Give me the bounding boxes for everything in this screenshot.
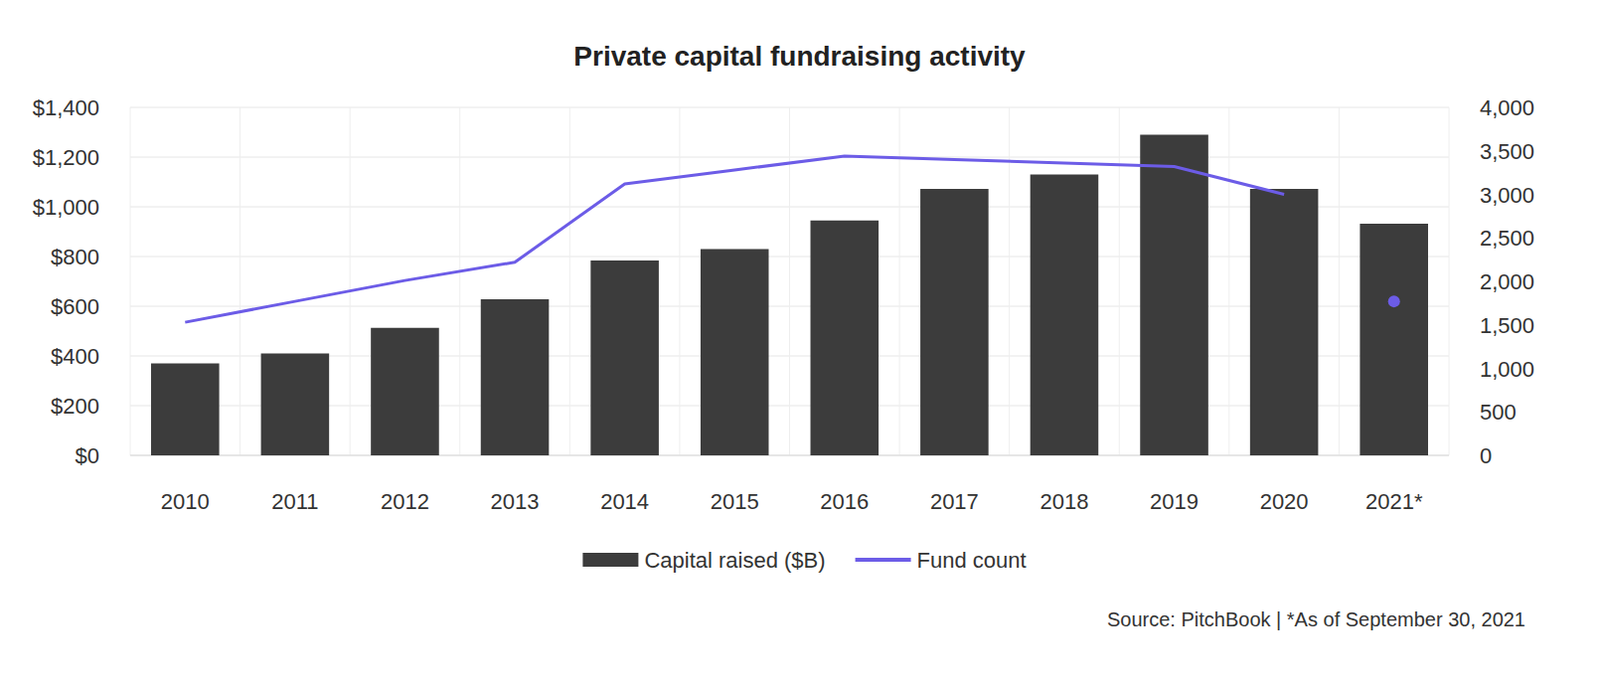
legend: Capital raised ($B) Fund count — [582, 547, 1026, 573]
y2-tick-label: 500 — [1479, 399, 1517, 425]
y2-tick-label: 2,000 — [1479, 269, 1535, 295]
grid-line-vertical — [1228, 107, 1230, 456]
legend-label: Fund count — [917, 547, 1027, 573]
grid-line-vertical — [239, 107, 241, 456]
y-tick-label: $1,200 — [32, 145, 100, 170]
bar — [1139, 135, 1209, 457]
y2-tick-label: 1,000 — [1479, 356, 1535, 382]
grid-line-vertical — [899, 107, 901, 456]
y-tick-label: $200 — [50, 393, 100, 419]
bar — [1030, 174, 1100, 457]
grid-line-vertical — [1119, 107, 1120, 456]
x-tick-label: 2014 — [600, 488, 649, 514]
bar — [920, 188, 989, 456]
x-tick-label: 2018 — [1039, 488, 1089, 514]
source-note: Source: PitchBook | *As of September 30,… — [1107, 608, 1526, 631]
bar — [261, 353, 330, 457]
title: Private capital fundraising activity — [573, 40, 1026, 72]
y-tick-label: $400 — [50, 343, 100, 369]
legend-swatch — [855, 557, 912, 562]
x-tick-label: 2015 — [710, 488, 760, 514]
grid-line-vertical — [349, 107, 351, 456]
x-tick-label: 2017 — [930, 488, 979, 514]
grid-line-vertical — [789, 107, 791, 456]
legend-swatch — [582, 552, 639, 567]
chart: Private capital fundraising activity $0 $2… — [0, 0, 1600, 690]
grid-line-vertical — [459, 107, 461, 456]
bar — [151, 363, 220, 457]
bar — [480, 299, 550, 456]
line — [184, 156, 1284, 322]
grid-line-vertical — [569, 107, 571, 456]
point — [1388, 295, 1401, 308]
grid-line-vertical — [1448, 107, 1450, 456]
y-tick-label: $600 — [50, 294, 100, 320]
bar — [1359, 223, 1429, 456]
y2-tick-label: 4,000 — [1479, 95, 1535, 121]
x-tick-label: 2013 — [490, 488, 540, 514]
y-tick-label: $0 — [75, 443, 100, 469]
x-tick-label: 2020 — [1260, 488, 1309, 514]
bar — [590, 260, 659, 456]
y2-tick-label: 0 — [1479, 443, 1492, 469]
x-tick-label: 2012 — [380, 488, 430, 514]
y2-tick-label: 1,500 — [1479, 313, 1535, 338]
legend-item: Capital raised ($B) — [582, 547, 825, 573]
y2-tick-label: 2,500 — [1479, 225, 1535, 251]
grid-line-vertical — [1338, 107, 1340, 456]
y-tick-label: $1,000 — [32, 194, 100, 220]
bar — [700, 249, 770, 457]
legend-item: Fund count — [855, 547, 1027, 573]
grid-line-vertical — [678, 107, 680, 456]
y2-tick-label: 3,000 — [1479, 182, 1535, 208]
x-tick-label: 2010 — [160, 488, 210, 514]
y-tick-label: $1,400 — [32, 95, 100, 121]
bar — [1250, 188, 1319, 456]
bar — [810, 220, 880, 456]
y-tick-label: $800 — [50, 244, 100, 270]
y2-tick-label: 3,500 — [1479, 139, 1535, 164]
grid-line-vertical — [1008, 107, 1010, 456]
x-tick-label: 2021* — [1365, 488, 1424, 514]
grid-line-vertical — [130, 107, 132, 456]
bar — [370, 327, 440, 456]
x-tick-label: 2016 — [819, 488, 869, 514]
x-tick-label: 2019 — [1149, 488, 1199, 514]
grid — [130, 107, 1449, 456]
x-tick-label: 2011 — [271, 488, 319, 514]
legend-label: Capital raised ($B) — [643, 547, 825, 573]
marks — [151, 135, 1429, 457]
